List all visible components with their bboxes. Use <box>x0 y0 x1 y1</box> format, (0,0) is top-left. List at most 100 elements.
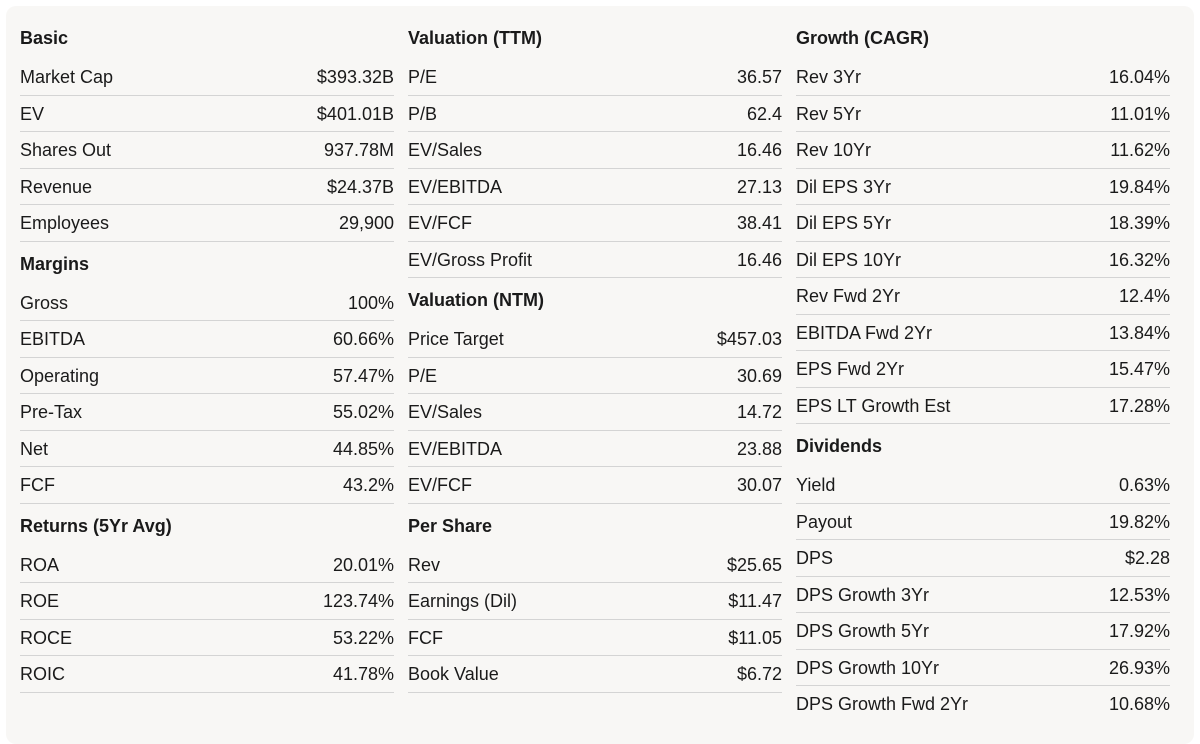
stat-value: $2.28 <box>1124 548 1170 568</box>
stat-row: EV/EBITDA 23.88 <box>408 432 782 467</box>
stat-label: DPS Growth 5Yr <box>796 621 930 641</box>
column-1: Basic Market Cap $393.32B EV $401.01B Shares … <box>20 26 394 693</box>
stat-value: 14.72 <box>736 402 782 422</box>
column-3: Growth (CAGR) Rev 3Yr 16.04% Rev 5Yr 11.01% R… <box>796 26 1170 723</box>
stat-label: EV/Sales <box>408 140 483 160</box>
stat-row: Revenue $24.37B <box>20 170 394 205</box>
stat-label: DPS Growth 10Yr <box>796 657 940 678</box>
stat-label: DPS <box>796 548 834 568</box>
stat-value: 17.28% <box>1108 395 1170 416</box>
stat-label: Net <box>20 438 49 459</box>
stat-label: Pre-Tax <box>20 402 83 422</box>
stat-value: 18.39% <box>1108 213 1170 233</box>
stat-value: $457.03 <box>716 329 782 349</box>
stat-value: 100% <box>347 292 394 313</box>
stat-value: 12.4% <box>1118 286 1170 306</box>
stat-value: 62.4 <box>746 103 782 124</box>
stat-value: 30.69 <box>736 365 782 386</box>
stat-row: P/E 30.69 <box>408 359 782 394</box>
stat-row: DPS Growth 10Yr 26.93% <box>796 651 1170 686</box>
section-title: Basic <box>20 28 69 48</box>
stat-row: ROA 20.01% <box>20 548 394 583</box>
stat-row: Payout 19.82% <box>796 505 1170 540</box>
stat-label: Payout <box>796 511 853 532</box>
stat-value: $11.47 <box>728 591 782 611</box>
stat-value: 41.78% <box>332 664 394 684</box>
stat-row: DPS Growth 3Yr 12.53% <box>796 578 1170 613</box>
stat-value: 57.47% <box>332 365 394 386</box>
stat-section: Dividends Yield 0.63% Payout 19.82% DPS $2.28 D… <box>796 434 1170 723</box>
stat-label: ROCE <box>20 627 73 648</box>
stat-row: EV/Gross Profit 16.46 <box>408 243 782 278</box>
stat-label: Dil EPS 10Yr <box>796 249 902 270</box>
stat-row: ROE 123.74% <box>20 584 394 620</box>
section-title: Dividends <box>796 436 883 456</box>
section-title: Valuation (TTM) <box>408 28 542 48</box>
stat-row: Shares Out 937.78M <box>20 133 394 169</box>
stat-row: DPS Growth 5Yr 17.92% <box>796 614 1170 650</box>
stat-label: EV/FCF <box>408 213 473 233</box>
stat-row: Employees 29,900 <box>20 206 394 242</box>
stat-label: Dil EPS 3Yr <box>796 176 892 197</box>
stat-row: Operating 57.47% <box>20 359 394 394</box>
stat-value: 30.07 <box>736 475 782 495</box>
stat-value: 15.47% <box>1108 359 1170 379</box>
stat-label: EV/Sales <box>408 402 483 422</box>
stat-label: FCF <box>20 475 55 495</box>
section-title: Valuation (NTM) <box>408 290 544 310</box>
stat-value: 53.22% <box>332 627 394 648</box>
stat-label: P/B <box>408 103 438 124</box>
stat-label: Earnings (Dil) <box>408 591 518 611</box>
stat-section: Returns (5Yr Avg) ROA 20.01% ROE 123.74% ROCE… <box>20 514 394 693</box>
stat-row: EV/FCF 30.07 <box>408 468 782 504</box>
stat-label: Yield <box>796 475 836 495</box>
stat-value: 13.84% <box>1108 322 1170 343</box>
stat-row: EV/Sales 14.72 <box>408 395 782 431</box>
stat-value: $25.65 <box>726 554 782 575</box>
stat-label: Price Target <box>408 329 504 349</box>
stat-row: EBITDA Fwd 2Yr 13.84% <box>796 316 1170 351</box>
section-title: Growth (CAGR) <box>796 28 929 48</box>
stat-value: 60.66% <box>332 329 394 349</box>
stat-label: Rev <box>408 554 441 575</box>
stat-section: Growth (CAGR) Rev 3Yr 16.04% Rev 5Yr 11.01% R… <box>796 26 1170 424</box>
stat-section: Per Share Rev $25.65 Earnings (Dil) $11.47 FC… <box>408 514 782 693</box>
stat-label: Gross <box>20 292 69 313</box>
stat-row: EV $401.01B <box>20 97 394 132</box>
stat-value: 16.46 <box>736 140 782 160</box>
stat-label: P/E <box>408 365 438 386</box>
stat-value: 123.74% <box>322 591 394 611</box>
stat-label: Revenue <box>20 176 93 197</box>
stat-value: 10.68% <box>1108 694 1170 714</box>
stat-label: FCF <box>408 627 443 648</box>
stat-section: Margins Gross 100% EBITDA 60.66% Operating 57.… <box>20 252 394 504</box>
stat-row: Rev 3Yr 16.04% <box>796 60 1170 96</box>
section-title: Per Share <box>408 515 493 536</box>
stat-value: $6.72 <box>736 664 782 684</box>
stat-value: 11.01% <box>1110 103 1170 124</box>
stat-row: EBITDA 60.66% <box>20 322 394 358</box>
stat-row: Rev 10Yr 11.62% <box>796 133 1170 169</box>
stat-label: EV/EBITDA <box>408 438 503 459</box>
stat-row: Dil EPS 5Yr 18.39% <box>796 206 1170 242</box>
stat-label: EPS LT Growth Est <box>796 395 951 416</box>
stat-value: 38.41 <box>736 213 782 233</box>
stat-label: EV <box>20 103 45 124</box>
stat-label: DPS Growth 3Yr <box>796 584 930 605</box>
stats-panel: Basic Market Cap $393.32B EV $401.01B Shares … <box>6 6 1194 744</box>
stat-label: Market Cap <box>20 67 114 87</box>
stat-row: Rev Fwd 2Yr 12.4% <box>796 279 1170 315</box>
stat-label: Book Value <box>408 664 499 684</box>
stat-row: Pre-Tax 55.02% <box>20 395 394 431</box>
stat-value: 17.92% <box>1108 621 1170 641</box>
stat-value: 0.63% <box>1118 475 1170 495</box>
stat-row: Dil EPS 3Yr 19.84% <box>796 170 1170 205</box>
stat-label: Shares Out <box>20 140 112 160</box>
stat-section: Valuation (NTM) Price Target $457.03 P/E 30.… <box>408 288 782 504</box>
section-title: Margins <box>20 253 90 274</box>
stat-row: Market Cap $393.32B <box>20 60 394 96</box>
stat-row: Rev 5Yr 11.01% <box>796 97 1170 132</box>
stat-value: 12.53% <box>1108 584 1170 605</box>
stat-row: ROCE 53.22% <box>20 621 394 656</box>
stat-label: Rev 5Yr <box>796 103 862 124</box>
